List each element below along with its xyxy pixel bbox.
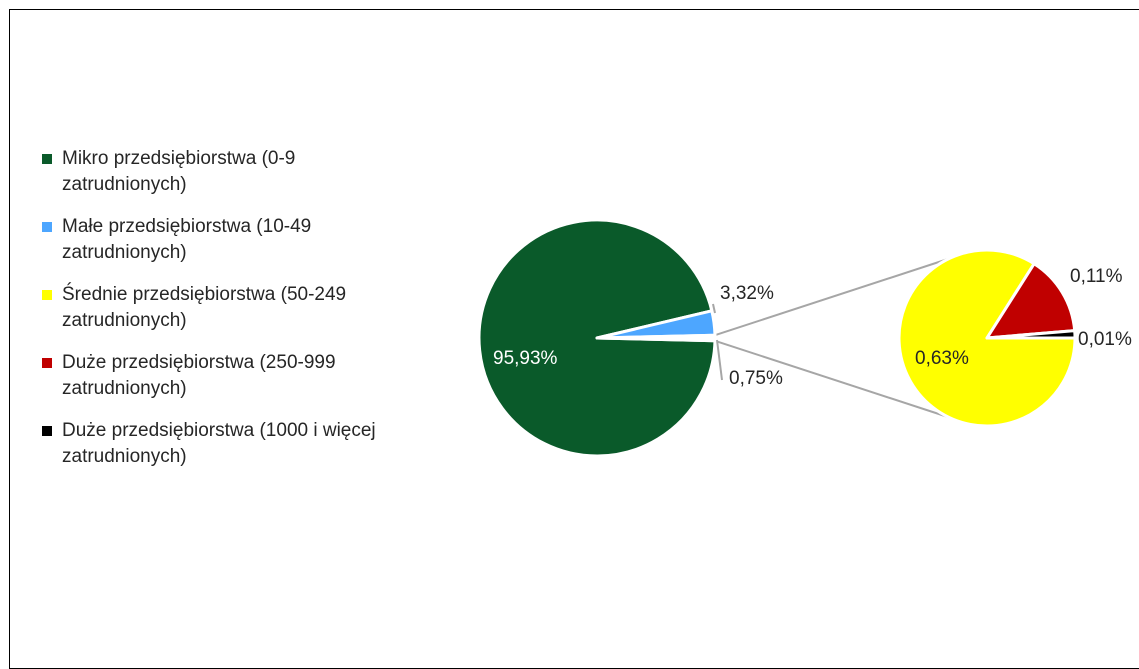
legend-swatch-male (42, 222, 52, 232)
slice-duze-250 (985, 262, 1077, 340)
legend-label-duze-250: Duże przedsiębiorstwa (250-999 zatrudnio… (62, 352, 336, 399)
legend-item-srednie: Średnie przedsiębiorstwa (50-249 zatrudn… (40, 282, 400, 334)
legend-swatch-duze-1000 (42, 426, 52, 436)
data-label-srednie: 0,63% (915, 348, 969, 369)
data-label-mikro: 95,93% (493, 348, 558, 369)
data-label-other: 0,75% (729, 368, 783, 389)
legend-label-mikro: Mikro przedsiębiorstwa (0-9 zatrudnionyc… (62, 148, 296, 195)
legend-swatch-srednie (42, 290, 52, 300)
data-label-duze-1000: 0,01% (1078, 329, 1132, 350)
legend-item-male: Małe przedsiębiorstwa (10-49 zatrudniony… (40, 214, 400, 266)
slice-duze-1000 (985, 329, 1077, 340)
legend-swatch-mikro (42, 154, 52, 164)
data-label-male: 3,32% (720, 283, 774, 304)
data-label-duze-250: 0,11% (1070, 266, 1123, 287)
legend-label-srednie: Średnie przedsiębiorstwa (50-249 zatrudn… (62, 284, 347, 331)
slice-other (595, 333, 717, 343)
leader-line-male (712, 303, 716, 314)
legend-swatch-duze-250 (42, 358, 52, 368)
legend: Mikro przedsiębiorstwa (0-9 zatrudnionyc… (40, 146, 400, 486)
leader-line-other (716, 339, 723, 381)
legend-label-duze-1000: Duże przedsiębiorstwa (1000 i więcej zat… (62, 420, 376, 467)
legend-item-duze-1000: Duże przedsiębiorstwa (1000 i więcej zat… (40, 418, 400, 470)
legend-item-duze-250: Duże przedsiębiorstwa (250-999 zatrudnio… (40, 350, 400, 402)
legend-item-mikro: Mikro przedsiębiorstwa (0-9 zatrudnionyc… (40, 146, 400, 198)
connector-line-bottom (714, 339, 949, 418)
connector-line-top (714, 258, 949, 337)
legend-label-male: Małe przedsiębiorstwa (10-49 zatrudniony… (62, 216, 312, 263)
